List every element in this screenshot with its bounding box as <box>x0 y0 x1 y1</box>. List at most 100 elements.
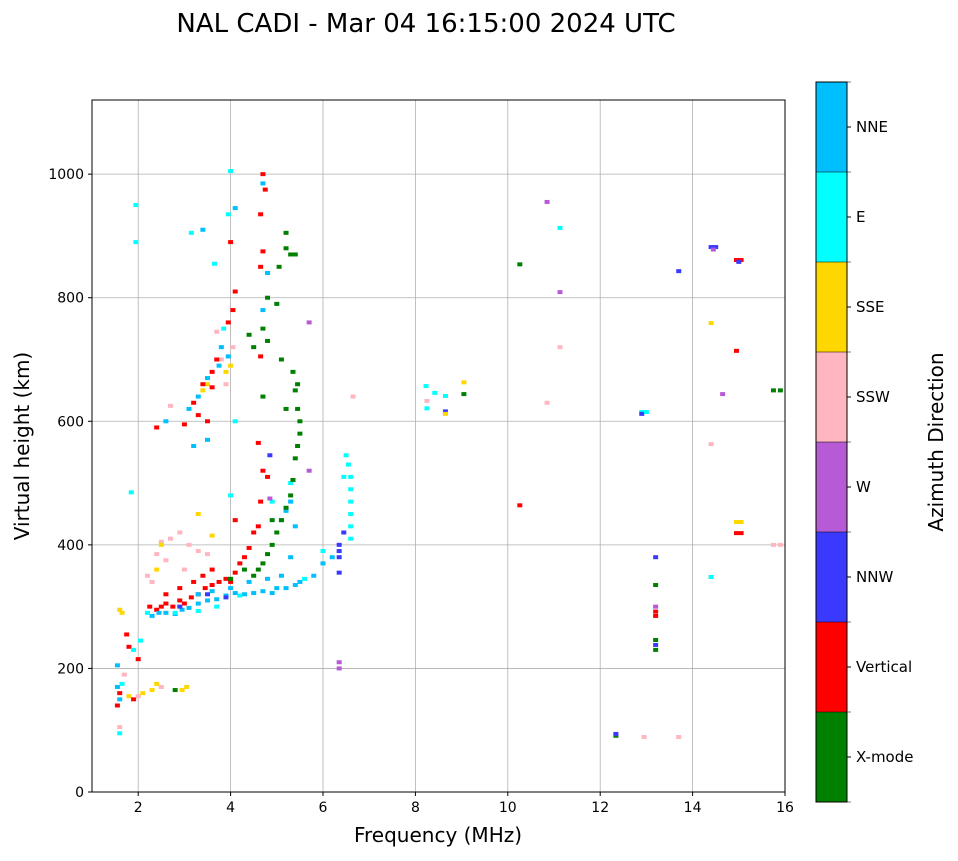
data-point-vertical <box>117 691 123 696</box>
data-point-vertical <box>265 474 271 479</box>
data-point-vertical <box>232 518 238 523</box>
data-point-vertical <box>170 604 176 609</box>
data-point-e <box>557 225 563 230</box>
colorbar-label: Azimuth Direction <box>924 352 948 531</box>
colorbar-tick-label: W <box>856 478 871 496</box>
data-point-nne <box>251 591 257 596</box>
data-point-vertical <box>246 545 252 550</box>
colorbar-tick-label: NNW <box>856 568 893 586</box>
data-point-ssw <box>149 579 155 584</box>
data-point-e <box>348 511 354 516</box>
data-point-e <box>643 410 649 415</box>
data-point-nne <box>292 524 298 529</box>
data-point-x-mode <box>517 262 523 267</box>
data-point-ssw <box>424 398 430 403</box>
data-point-x-mode <box>295 382 301 387</box>
data-point-vertical <box>135 657 141 662</box>
data-point-sse <box>184 684 190 689</box>
data-point-nnw <box>736 259 742 264</box>
data-point-e <box>432 390 438 395</box>
data-point-sse <box>738 519 744 524</box>
data-point-x-mode <box>278 357 284 362</box>
data-point-e <box>144 610 150 615</box>
data-point-ssw <box>777 542 783 547</box>
data-point-nne <box>297 579 303 584</box>
data-point-vertical <box>232 289 238 294</box>
data-point-vertical <box>228 579 234 584</box>
data-point-ssw <box>195 549 201 554</box>
data-point-sse <box>708 321 714 326</box>
data-point-sse <box>223 369 229 374</box>
data-point-e <box>232 419 238 424</box>
data-point-sse <box>195 511 201 516</box>
data-point-vertical <box>232 570 238 575</box>
data-point-vertical <box>241 555 247 560</box>
data-point-nnw <box>205 592 210 597</box>
data-point-nne <box>288 499 294 504</box>
data-point-e <box>341 474 347 479</box>
data-point-x-mode <box>246 332 252 337</box>
data-point-nne <box>269 591 275 596</box>
data-point-x-mode <box>290 477 296 482</box>
data-point-nne <box>292 583 298 588</box>
data-point-vertical <box>237 561 243 566</box>
data-point-x-mode <box>653 583 659 588</box>
data-point-x-mode <box>260 326 266 331</box>
data-point-nne <box>205 376 210 381</box>
colorbar-segment <box>816 712 847 802</box>
data-point-sse <box>158 542 164 547</box>
data-point-ssw <box>168 536 174 541</box>
data-point-nnw <box>713 245 719 250</box>
data-point-vertical <box>738 531 744 536</box>
data-point-e <box>424 406 430 411</box>
data-point-vertical <box>258 354 264 359</box>
data-point-nne <box>163 419 169 424</box>
data-point-nne <box>265 576 271 581</box>
data-point-ssw <box>350 394 356 399</box>
data-point-sse <box>228 363 234 368</box>
data-point-nne <box>265 271 271 275</box>
data-point-nne <box>114 684 120 689</box>
x-tick-label: 6 <box>319 800 328 816</box>
data-point-x-mode <box>283 406 289 411</box>
data-point-vertical <box>733 531 739 536</box>
y-tick-label: 800 <box>57 291 84 307</box>
colorbar-segment <box>816 442 847 532</box>
data-point-e <box>269 499 275 504</box>
data-point-nne <box>283 586 289 591</box>
data-point-w <box>710 247 716 252</box>
data-point-vertical <box>191 400 197 405</box>
x-tick-label: 2 <box>134 800 143 816</box>
data-point-x-mode <box>292 252 298 257</box>
data-point-nne <box>117 697 123 702</box>
data-point-nne <box>186 605 192 610</box>
data-point-nne <box>163 610 169 615</box>
colorbar-tick-label: Vertical <box>856 658 912 676</box>
data-point-ssw <box>158 684 164 689</box>
data-point-x-mode <box>292 456 298 461</box>
data-point-nnw <box>676 269 682 274</box>
data-point-e <box>708 574 714 579</box>
data-point-nne <box>195 394 201 399</box>
data-point-x-mode <box>283 230 289 235</box>
data-point-vertical <box>177 598 183 603</box>
data-point-nne <box>186 406 192 411</box>
data-point-vertical <box>154 607 160 612</box>
data-point-x-mode <box>653 647 659 652</box>
data-point-sse <box>209 533 215 538</box>
data-point-vertical <box>209 583 215 588</box>
data-point-ssw <box>186 542 192 547</box>
data-point-e <box>225 212 231 217</box>
data-point-x-mode <box>295 406 301 411</box>
data-point-nne <box>260 589 266 594</box>
x-tick-label: 12 <box>591 800 609 816</box>
data-point-ssw <box>163 558 169 563</box>
data-point-nnw <box>653 555 659 560</box>
data-point-sse <box>442 411 448 416</box>
data-point-vertical <box>214 357 220 362</box>
data-point-nne <box>278 573 284 578</box>
data-point-x-mode <box>251 345 257 350</box>
data-point-vertical <box>255 440 261 445</box>
data-point-ssw <box>121 672 127 677</box>
